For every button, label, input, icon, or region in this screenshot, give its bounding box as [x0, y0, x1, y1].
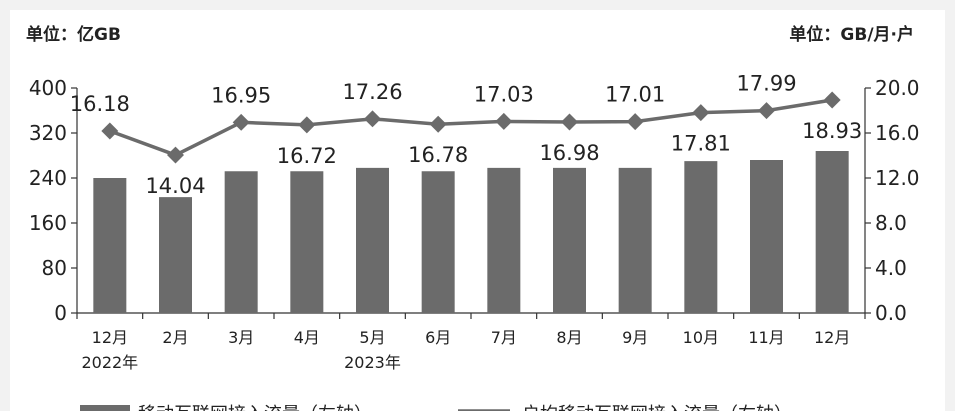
line-marker	[758, 102, 775, 120]
bar	[487, 167, 521, 313]
legend-bar-swatch	[80, 405, 130, 411]
line-data-label: 16.72	[277, 144, 337, 168]
line-series	[109, 98, 833, 157]
line-data-label: 16.98	[539, 141, 599, 165]
category-label: 10月	[683, 328, 719, 347]
line-marker	[167, 146, 184, 164]
legend-line-label: 户均移动互联网接入流量（右轴）	[522, 404, 792, 411]
bar	[421, 171, 455, 313]
line-data-label: 16.95	[211, 83, 271, 107]
line-marker	[495, 112, 513, 130]
category-label: 6月	[425, 328, 451, 347]
year-label: 2022年	[81, 353, 138, 372]
bar	[684, 161, 718, 313]
bar	[618, 167, 652, 313]
category-label: 12月	[814, 328, 850, 347]
right-unit-label: 单位：GB/月·户	[789, 24, 914, 45]
line-data-label: 16.78	[408, 143, 468, 167]
category-label: 2月	[162, 328, 188, 347]
bar	[553, 167, 586, 313]
category-label: 4月	[294, 328, 320, 347]
legend: 移动互联网接入流量（左轴） 户均移动互联网接入流量（右轴）	[80, 404, 792, 411]
line-data-label: 18.93	[802, 119, 862, 143]
left-tick-label: 240	[29, 166, 67, 190]
line-marker	[561, 113, 578, 131]
line-data-label: 17.01	[605, 83, 665, 107]
line-marker	[692, 104, 710, 122]
bar	[356, 167, 389, 313]
line-data-label: 16.18	[70, 92, 130, 116]
right-tick-label: 4.0	[875, 256, 907, 280]
line-data-label: 17.81	[671, 132, 731, 156]
left-unit-label: 单位：亿GB	[26, 24, 121, 45]
category-label: 3月	[228, 328, 254, 347]
line-data-label: 14.04	[145, 174, 205, 198]
line-marker	[364, 110, 381, 128]
left-tick-label: 320	[29, 121, 67, 145]
line-data-label: 17.03	[474, 82, 534, 106]
category-label: 11月	[748, 328, 784, 347]
bar	[93, 178, 127, 313]
right-tick-label: 8.0	[875, 211, 907, 235]
line-marker	[626, 113, 644, 131]
right-tick-label: 20.0	[875, 76, 920, 100]
right-tick-label: 0.0	[875, 301, 907, 325]
category-label: 9月	[622, 328, 648, 347]
line-marker	[232, 113, 250, 131]
line-data-label: 17.26	[342, 80, 402, 104]
left-tick-label: 80	[42, 256, 67, 280]
category-label: 8月	[556, 328, 582, 347]
year-label: 2023年	[344, 353, 401, 372]
plot-area: 0 80 160 240 320 400 0.0 4.0 8.0 12.0 16.0 20.0 16.1…	[29, 72, 920, 372]
bar	[224, 171, 258, 313]
left-tick-label: 0	[54, 301, 67, 325]
bar	[815, 151, 849, 313]
chart-background	[10, 10, 945, 411]
category-label: 5月	[359, 328, 385, 347]
right-tick-label: 16.0	[875, 121, 920, 145]
right-tick-label: 12.0	[875, 166, 920, 190]
bar	[750, 160, 783, 313]
line-data-label: 17.99	[736, 72, 796, 96]
legend-bar-label: 移动互联网接入流量（左轴）	[138, 404, 372, 411]
line-marker	[823, 91, 841, 109]
line-marker	[101, 122, 119, 140]
category-label: 12月	[92, 328, 128, 347]
category-label: 7月	[491, 328, 517, 347]
left-tick-label: 160	[29, 211, 67, 235]
bar	[159, 197, 192, 313]
bar	[290, 171, 324, 313]
line-marker	[429, 115, 447, 133]
left-tick-label: 400	[29, 76, 67, 100]
